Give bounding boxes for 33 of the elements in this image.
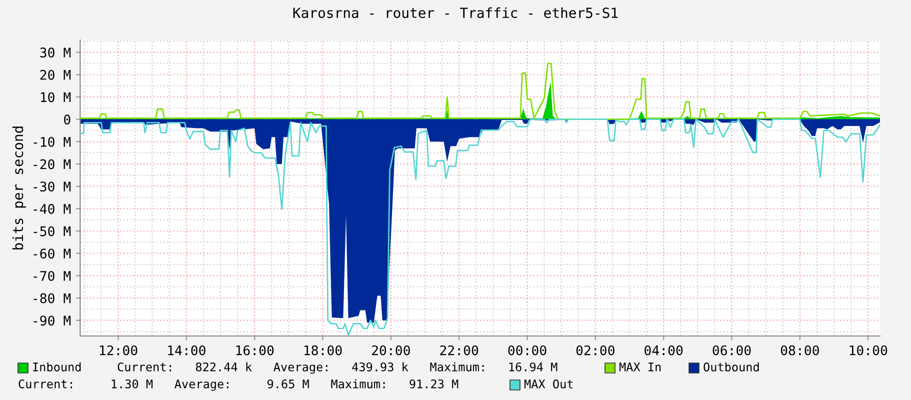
y-tick-label: 20 M xyxy=(40,70,71,80)
y-tick-label: -50 M xyxy=(34,226,71,236)
x-tick-label: 22:00 xyxy=(440,345,478,356)
x-tick-label: 12:00 xyxy=(100,345,138,356)
x-tick-label: 18:00 xyxy=(304,345,342,356)
legend-label: Inbound xyxy=(33,362,81,372)
y-tick-label: -40 M xyxy=(34,204,71,214)
y-tick-label: -70 M xyxy=(34,270,71,281)
y-tick-label: -20 M xyxy=(34,159,71,170)
y-tick-label: -80 M xyxy=(34,293,71,304)
y-tick-label: 30 M xyxy=(40,48,71,58)
text: Current: 822.44 k Average: 439.93 k Maximum: 16.94 M xyxy=(118,362,558,374)
y-tick-label: -90 M xyxy=(34,316,71,326)
chart-title: Karosrna - router - Traffic - ether5-S1 xyxy=(293,7,618,18)
y-tick-label: 10 M xyxy=(40,92,71,102)
x-tick-label: 00:00 xyxy=(508,345,546,356)
y-tick-label: -60 M xyxy=(34,248,71,259)
x-tick-label: 08:00 xyxy=(780,345,819,356)
y-tick-label: -30 M xyxy=(34,182,71,192)
x-tick-label: 16:00 xyxy=(236,345,274,356)
legend-label: MAX Out xyxy=(524,380,573,388)
y-tick-label: 0 xyxy=(64,114,70,125)
x-tick-label: 02:00 xyxy=(576,345,614,356)
y-tick-label: -10 M xyxy=(34,136,71,147)
y-axis-title: bits per second xyxy=(12,126,26,250)
legend-label: Outbound xyxy=(704,362,759,372)
text: Current: 1.30 M Average: 9.65 M Maximum: 91.23 M xyxy=(18,379,458,391)
x-tick-label: 20:00 xyxy=(372,345,410,356)
legend-label: MAX In xyxy=(619,362,661,372)
x-tick-label: 10:00 xyxy=(850,345,888,356)
x-tick-label: 14:00 xyxy=(168,345,206,356)
x-tick-label: 04:00 xyxy=(644,345,683,356)
x-tick-label: 06:00 xyxy=(712,345,751,356)
